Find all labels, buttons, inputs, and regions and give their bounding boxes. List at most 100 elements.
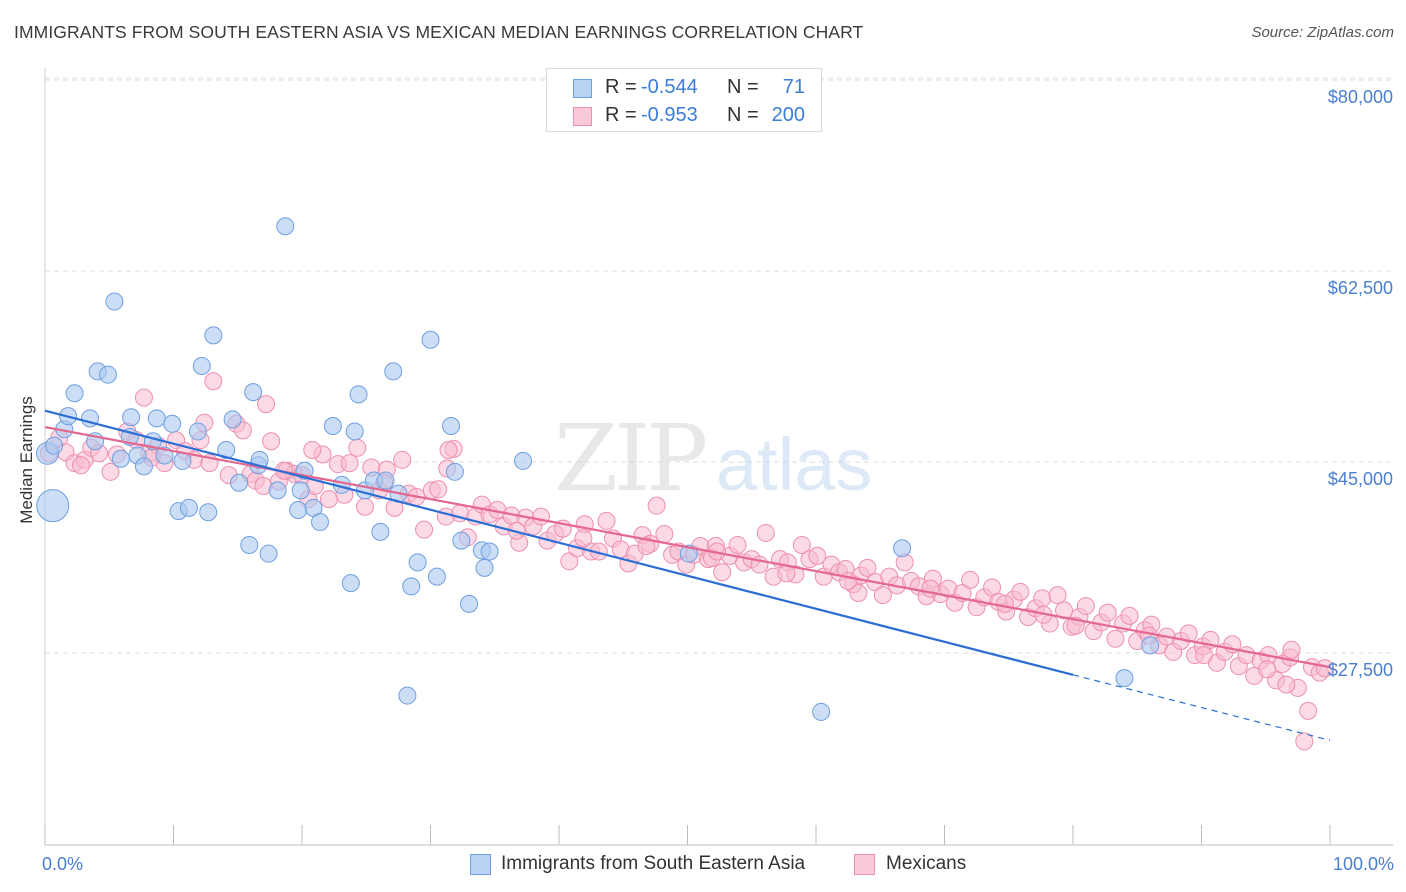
- legend-n-label: N =: [727, 104, 759, 126]
- data-point-mexicans: [637, 537, 656, 556]
- data-point-mexicans: [303, 440, 322, 459]
- legend-swatch-blue: [573, 79, 592, 98]
- data-point-se-asia: [111, 449, 130, 468]
- data-point-mexicans: [1120, 606, 1139, 625]
- y-tick-label: $27,500: [1328, 660, 1393, 680]
- data-point-mexicans: [792, 535, 811, 554]
- data-point-mexicans: [415, 520, 434, 539]
- data-point-mexicans: [858, 558, 877, 577]
- data-point-se-asia: [371, 522, 390, 541]
- y-tick-labels: $27,500 $45,000 $62,500 $80,000: [1328, 87, 1393, 680]
- data-point-se-asia: [147, 409, 166, 428]
- legend-n-value: 71: [782, 76, 805, 98]
- data-point-se-asia: [188, 422, 207, 441]
- data-point-mexicans: [873, 586, 892, 605]
- data-point-mexicans: [1048, 586, 1067, 605]
- data-point-se-asia: [289, 501, 308, 520]
- legend-row-se-asia: R = -0.544 N = 71: [547, 73, 821, 101]
- data-point-mexicans: [532, 507, 551, 526]
- data-point-se-asia: [345, 422, 364, 441]
- data-point-mexicans: [849, 583, 868, 602]
- data-point-se-asia: [134, 457, 153, 476]
- legend-n-value: 200: [771, 104, 805, 126]
- data-point-mexicans: [756, 523, 775, 542]
- data-point-mexicans: [995, 594, 1014, 613]
- data-point-mexicans: [439, 440, 458, 459]
- data-point-se-asia: [679, 544, 698, 563]
- data-point-se-asia: [230, 473, 249, 492]
- data-point-mexicans: [647, 496, 666, 515]
- data-point-mexicans: [574, 529, 593, 548]
- data-point-mexicans: [1011, 582, 1030, 601]
- data-point-se-asia: [223, 410, 242, 429]
- data-point-se-asia: [105, 292, 124, 311]
- watermark: ZIP atlas: [554, 405, 872, 512]
- data-point-mexicans: [1106, 629, 1125, 648]
- data-point-se-asia: [310, 513, 329, 532]
- data-point-se-asia: [276, 217, 295, 236]
- data-point-mexicans: [393, 450, 412, 469]
- data-point-se-asia: [65, 384, 84, 403]
- data-point-se-asia: [1141, 636, 1160, 655]
- watermark-zip: ZIP: [554, 405, 705, 512]
- legend-n-label: N =: [727, 76, 759, 98]
- data-point-se-asia: [323, 416, 342, 435]
- data-point-se-asia: [384, 362, 403, 381]
- data-point-mexicans: [597, 511, 616, 530]
- data-point-se-asia: [427, 567, 446, 586]
- data-point-mexicans: [1277, 675, 1296, 694]
- legend-r-label: R =: [605, 76, 637, 98]
- data-point-se-asia: [244, 383, 263, 402]
- data-point-se-asia: [1115, 669, 1134, 688]
- data-point-mexicans: [355, 497, 374, 516]
- legend-swatch-blue: [470, 854, 491, 875]
- data-point-mexicans: [1295, 732, 1314, 751]
- legend-label-mexicans: Mexicans: [886, 853, 967, 874]
- data-point-se-asia: [179, 498, 198, 517]
- legend-stats: R = -0.544 N = 71 R = -0.953 N = 200: [546, 68, 822, 132]
- data-point-mexicans: [961, 570, 980, 589]
- data-point-mexicans: [319, 490, 338, 509]
- data-point-mexicans: [655, 525, 674, 544]
- data-point-mexicans: [1055, 601, 1074, 620]
- data-point-se-asia: [445, 462, 464, 481]
- data-point-se-asia: [408, 553, 427, 572]
- data-point-se-asia: [893, 539, 912, 558]
- data-point-se-asia: [217, 440, 236, 459]
- watermark-atlas: atlas: [716, 423, 872, 506]
- data-point-se-asia: [199, 503, 218, 522]
- data-point-se-asia: [204, 326, 223, 345]
- data-point-mexicans: [71, 456, 90, 475]
- data-point-se-asia: [291, 481, 310, 500]
- series-se-asia: [36, 217, 1160, 721]
- data-point-se-asia: [480, 542, 499, 561]
- data-point-se-asia: [36, 489, 70, 523]
- data-point-se-asia: [240, 535, 259, 554]
- x-tick-label: 0.0%: [42, 854, 83, 874]
- data-point-se-asia: [44, 436, 63, 455]
- data-point-se-asia: [268, 481, 287, 500]
- data-point-se-asia: [402, 577, 421, 596]
- x-tick-label: 100.0%: [1333, 854, 1394, 874]
- data-point-mexicans: [1282, 640, 1301, 659]
- data-point-se-asia: [192, 356, 211, 375]
- data-point-se-asia: [376, 471, 395, 490]
- data-point-mexicans: [429, 480, 448, 499]
- y-tick-label: $45,000: [1328, 469, 1393, 489]
- data-point-se-asia: [341, 574, 360, 593]
- legend-row-mexicans: R = -0.953 N = 200: [547, 101, 821, 129]
- data-point-mexicans: [1315, 659, 1334, 678]
- data-point-mexicans: [1195, 646, 1214, 665]
- data-point-mexicans: [1076, 597, 1095, 616]
- legend-swatch-pink: [573, 107, 592, 126]
- trend-lines: [44, 409, 1331, 741]
- data-point-se-asia: [163, 414, 182, 433]
- y-tick-label: $80,000: [1328, 87, 1393, 107]
- y-tick-label: $62,500: [1328, 278, 1393, 298]
- data-point-se-asia: [421, 330, 440, 349]
- trend-line-se-asia: [44, 409, 1074, 676]
- legend-r-value: -0.953: [641, 104, 698, 126]
- data-point-mexicans: [808, 546, 827, 565]
- data-point-mexicans: [1258, 660, 1277, 679]
